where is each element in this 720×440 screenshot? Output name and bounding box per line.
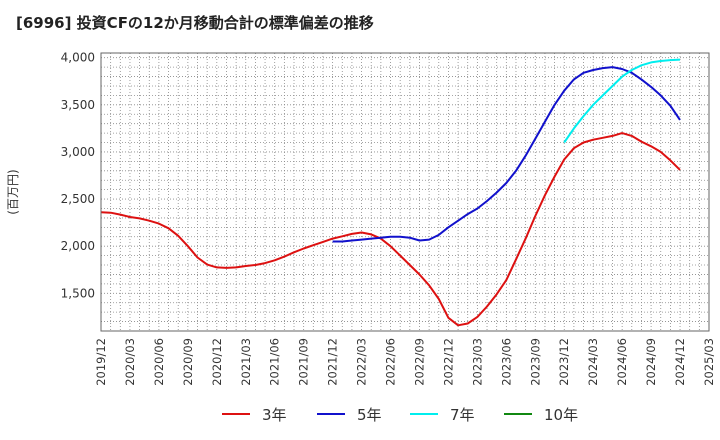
legend-label-10年: 10年 bbox=[544, 406, 578, 424]
legend-label-5年: 5年 bbox=[357, 406, 382, 424]
legend-label-3年: 3年 bbox=[262, 406, 287, 424]
x-tick-label: 2024/06 bbox=[615, 338, 629, 386]
y-tick-label: 2,500 bbox=[61, 192, 95, 206]
x-tick-label: 2021/12 bbox=[326, 338, 340, 386]
x-tick-label: 2023/03 bbox=[470, 338, 484, 386]
grid bbox=[101, 53, 709, 331]
x-tick-label: 2021/06 bbox=[268, 338, 282, 386]
series-line-3年 bbox=[100, 132, 681, 327]
y-tick-label: 3,000 bbox=[61, 145, 95, 159]
x-tick-label: 2024/12 bbox=[673, 338, 687, 386]
y-axis-label: (百万円) bbox=[6, 169, 20, 214]
x-tick-label: 2023/12 bbox=[557, 338, 571, 386]
x-tick-label: 2022/03 bbox=[355, 338, 369, 386]
x-tick-label: 2021/09 bbox=[297, 338, 311, 386]
x-tick-label: 2022/12 bbox=[441, 338, 455, 386]
series-line-7年 bbox=[563, 58, 681, 144]
chart-title: [6996] 投資CFの12か月移動合計の標準偏差の推移 bbox=[16, 14, 374, 32]
x-tick-label: 2022/06 bbox=[384, 338, 398, 386]
x-tick-label: 2019/12 bbox=[94, 338, 108, 386]
axes: 1,500 2,000 2,500 3,000 3,500 4,000 (百万円) 2019/… bbox=[6, 51, 716, 386]
x-tick-label: 2024/09 bbox=[644, 338, 658, 386]
series-line-5年 bbox=[332, 66, 681, 243]
x-tick-label: 2020/03 bbox=[123, 338, 137, 386]
x-tick-label: 2021/03 bbox=[239, 338, 253, 386]
y-tick-label: 3,500 bbox=[61, 98, 95, 112]
x-tick-label: 2023/06 bbox=[499, 338, 513, 386]
x-tick-label: 2024/03 bbox=[586, 338, 600, 386]
series-lines bbox=[100, 58, 681, 327]
plot-area bbox=[101, 53, 709, 331]
x-tick-label: 2020/06 bbox=[152, 338, 166, 386]
plot-frame bbox=[100, 52, 710, 332]
x-tick-label: 2025/03 bbox=[702, 338, 716, 386]
legend-label-7年: 7年 bbox=[450, 406, 475, 424]
y-tick-label: 1,500 bbox=[61, 286, 95, 300]
y-tick-label: 4,000 bbox=[61, 51, 95, 65]
x-tick-label: 2020/12 bbox=[210, 338, 224, 386]
x-tick-label: 2022/09 bbox=[412, 338, 426, 386]
legend: 3年 5年 7年 10年 bbox=[222, 406, 578, 424]
x-tick-label: 2020/09 bbox=[181, 338, 195, 386]
y-tick-label: 2,000 bbox=[61, 239, 95, 253]
x-tick-label: 2023/09 bbox=[528, 338, 542, 386]
